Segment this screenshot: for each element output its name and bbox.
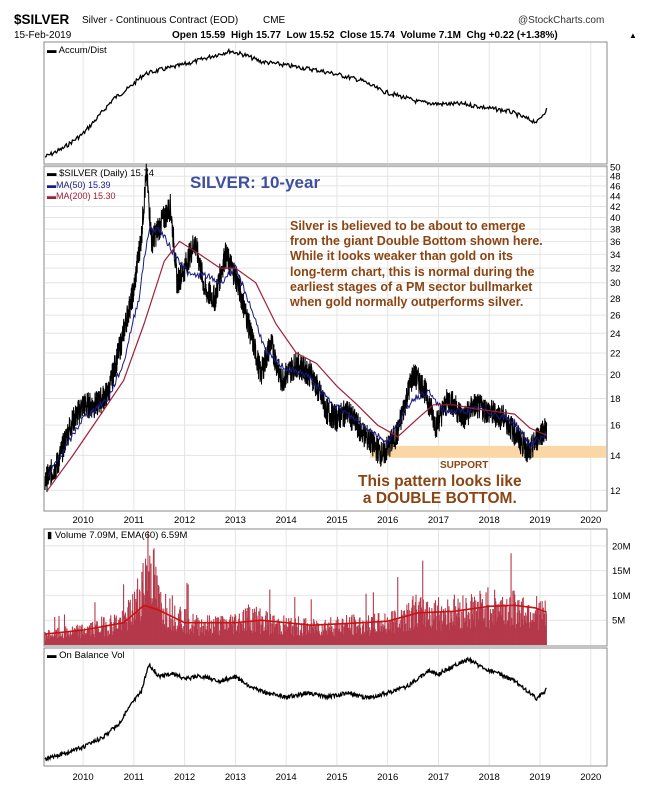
obv-panel <box>43 647 608 767</box>
volume-y-tick-label: 5M <box>612 616 625 627</box>
price-y-tick-label: 48 <box>610 172 621 183</box>
stockcharts-watermark: @StockCharts.com <box>518 15 605 26</box>
silver-price-line <box>44 163 548 493</box>
up-arrow-icon: ▲ <box>629 31 637 40</box>
obv-x-tick-label: 2016 <box>377 772 398 783</box>
price-x-tick-label: 2016 <box>377 515 398 526</box>
accum-dist-panel <box>43 41 608 165</box>
price-x-tick-label: 2015 <box>326 515 347 526</box>
annotation-text: Silver is believed to be about to emerge… <box>290 219 543 310</box>
price-legend: ▬ $SILVER (Daily) 15.74 <box>47 168 155 179</box>
price-y-tick-label: 38 <box>610 225 621 236</box>
symbol-label: $SILVER <box>14 12 70 27</box>
price-y-tick-label: 50 <box>610 163 621 174</box>
price-x-tick-label: 2012 <box>174 515 195 526</box>
ohlc-readout: Open 15.59 High 15.77 Low 15.52 Close 15… <box>172 30 558 41</box>
volume-legend: ▮ Volume 7.09M, EMA(60) 6.59M <box>47 530 188 541</box>
price-y-tick-label: 18 <box>610 394 621 405</box>
price-x-tick-label: 2011 <box>124 515 144 526</box>
ma50-legend: ▬MA(50) 15.39 <box>47 180 111 190</box>
obv-legend: ▬ On Balance Vol <box>47 650 125 661</box>
volume-ema-line <box>44 604 547 635</box>
price-x-tick-label: 2020 <box>580 515 601 526</box>
obv-x-tick-label: 2017 <box>428 772 449 783</box>
ma200-legend: ▬MA(200) 15.30 <box>47 191 116 201</box>
obv-x-tick-label: 2013 <box>225 772 246 783</box>
price-y-tick-label: 16 <box>610 421 621 432</box>
price-y-tick-label: 24 <box>610 329 621 340</box>
price-x-tick-label: 2013 <box>225 515 246 526</box>
price-y-tick-label: 22 <box>610 348 621 359</box>
obv-x-tick-label: 2018 <box>479 772 500 783</box>
date-label: 15-Feb-2019 <box>14 30 72 41</box>
ma200-line <box>47 240 547 491</box>
price-x-tick-label: 2018 <box>479 515 500 526</box>
price-y-tick-label: 46 <box>610 181 621 192</box>
price-y-tick-label: 34 <box>610 250 621 261</box>
support-band <box>370 445 606 458</box>
double-bottom-label: This pattern looks like a DOUBLE BOTTOM. <box>358 473 522 507</box>
price-y-tick-label: 28 <box>610 294 621 305</box>
price-y-tick-label: 30 <box>610 278 621 289</box>
price-x-tick-label: 2014 <box>276 515 297 526</box>
obv-x-tick-label: 2011 <box>124 772 144 783</box>
price-y-tick-label: 26 <box>610 311 621 322</box>
obv-x-tick-label: 2020 <box>580 772 601 783</box>
volume-y-tick-label: 20M <box>612 541 631 552</box>
obv-x-tick-label: 2014 <box>276 772 297 783</box>
price-y-tick-label: 36 <box>610 237 621 248</box>
volume-panel <box>43 528 608 647</box>
obv-x-tick-label: 2012 <box>174 772 195 783</box>
price-panel <box>43 165 608 512</box>
price-x-tick-label: 2017 <box>428 515 449 526</box>
price-x-tick-label: 2010 <box>73 515 94 526</box>
obv-x-tick-label: 2015 <box>326 772 347 783</box>
price-y-tick-label: 12 <box>610 486 621 497</box>
obv-x-tick-label: 2010 <box>73 772 94 783</box>
price-y-tick-label: 14 <box>610 451 621 462</box>
price-y-tick-label: 44 <box>610 191 621 202</box>
price-y-tick-label: 40 <box>610 213 621 224</box>
chart-title: SILVER: 10-year <box>190 173 321 192</box>
price-x-tick-label: 2019 <box>529 515 550 526</box>
support-label: SUPPORT <box>440 460 489 471</box>
volume-y-tick-label: 10M <box>612 591 631 602</box>
symbol-description: Silver - Continuous Contract (EOD) <box>82 15 239 26</box>
price-y-tick-label: 32 <box>610 264 621 275</box>
obv-x-tick-label: 2019 <box>529 772 550 783</box>
obv-line <box>44 656 547 762</box>
price-y-tick-label: 42 <box>610 202 621 213</box>
exchange-label: CME <box>263 15 286 26</box>
accum-dist-legend: ▬ Accum/Dist <box>47 45 107 56</box>
accum-dist-line <box>44 47 548 158</box>
ma50-line <box>47 225 547 477</box>
volume-y-tick-label: 15M <box>612 566 631 577</box>
price-y-tick-label: 20 <box>610 370 621 381</box>
